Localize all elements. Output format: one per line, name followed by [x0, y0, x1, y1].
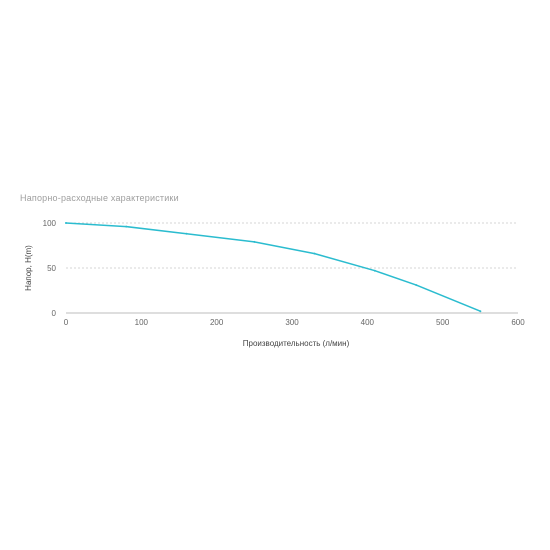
y-tick-label-0: 0	[52, 309, 57, 318]
series-group	[65, 222, 482, 313]
gridlines	[66, 222, 518, 314]
x-tick-label-500: 500	[436, 318, 450, 327]
y-tick-label-100: 100	[43, 219, 57, 228]
data-point-0-5	[373, 269, 376, 272]
data-point-0-4	[313, 252, 316, 255]
y-tick-label-50: 50	[47, 264, 56, 273]
x-tick-label-100: 100	[135, 318, 149, 327]
x-tick-label-600: 600	[511, 318, 525, 327]
series-line-0	[65, 222, 482, 312]
data-point-0-0	[65, 222, 67, 224]
data-point-0-1	[125, 225, 128, 228]
y-tick-labels: 0 50 100	[43, 219, 57, 318]
x-axis-label: Производительность (л/мин)	[243, 339, 350, 348]
data-point-0-7	[479, 310, 482, 313]
x-tick-label-400: 400	[361, 318, 375, 327]
chart-title: Напорно-расходные характеристики	[20, 193, 179, 203]
x-tick-label-0: 0	[64, 318, 69, 327]
x-tick-labels: 0 100 200 300 400 500 600	[64, 318, 525, 327]
x-tick-label-300: 300	[285, 318, 299, 327]
y-axis-label: Напор, H(m)	[24, 245, 33, 291]
data-point-0-2	[185, 232, 188, 235]
x-tick-label-200: 200	[210, 318, 224, 327]
data-point-0-6	[415, 284, 418, 287]
data-point-0-3	[253, 240, 256, 243]
